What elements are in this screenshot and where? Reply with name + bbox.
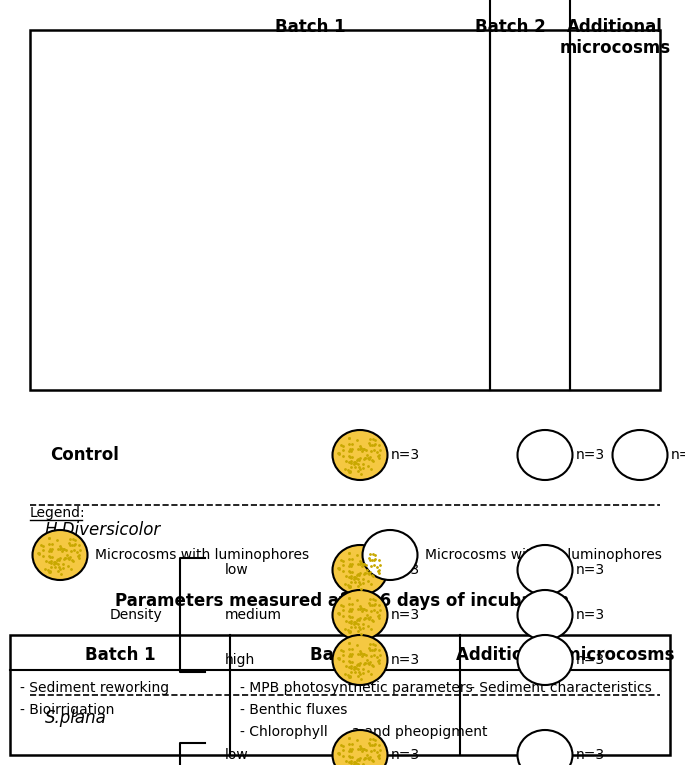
Ellipse shape xyxy=(517,730,573,765)
Text: - Benthic fluxes: - Benthic fluxes xyxy=(240,703,347,717)
Bar xyxy=(10,635,670,755)
Ellipse shape xyxy=(517,590,573,640)
Text: n=3: n=3 xyxy=(575,653,605,667)
Ellipse shape xyxy=(332,730,388,765)
Text: Parameters measured after 6 days of incubation: Parameters measured after 6 days of incu… xyxy=(115,592,569,610)
Text: n=3: n=3 xyxy=(575,448,605,462)
Text: and pheopigment: and pheopigment xyxy=(360,725,488,739)
Text: high: high xyxy=(225,653,256,667)
Text: n=3: n=3 xyxy=(390,563,420,577)
Text: - Chlorophyll: - Chlorophyll xyxy=(240,725,332,739)
Ellipse shape xyxy=(362,530,417,580)
Ellipse shape xyxy=(332,635,388,685)
Text: - Bioirrigation: - Bioirrigation xyxy=(20,703,114,717)
Ellipse shape xyxy=(612,430,667,480)
Text: S.plana: S.plana xyxy=(45,709,107,727)
Text: Additional  microcosms: Additional microcosms xyxy=(456,646,674,664)
Text: n=3: n=3 xyxy=(390,748,420,762)
Ellipse shape xyxy=(332,590,388,640)
Bar xyxy=(30,30,660,390)
Text: n=3: n=3 xyxy=(390,653,420,667)
Text: low: low xyxy=(225,563,249,577)
Ellipse shape xyxy=(517,635,573,685)
Text: Batch 2: Batch 2 xyxy=(310,646,380,664)
Text: n=3: n=3 xyxy=(575,608,605,622)
Text: Microcosms with luminophores: Microcosms with luminophores xyxy=(95,548,309,562)
Ellipse shape xyxy=(517,545,573,595)
Text: Density: Density xyxy=(110,608,163,622)
Text: n=3: n=3 xyxy=(575,748,605,762)
Ellipse shape xyxy=(332,430,388,480)
Text: - MPB photosynthetic parameters: - MPB photosynthetic parameters xyxy=(240,681,473,695)
Ellipse shape xyxy=(332,545,388,595)
Text: low: low xyxy=(225,748,249,762)
Text: n=2: n=2 xyxy=(671,448,685,462)
Text: Additional
microcosms: Additional microcosms xyxy=(560,18,671,57)
Text: H.Diversicolor: H.Diversicolor xyxy=(45,521,161,539)
Text: Control: Control xyxy=(50,446,119,464)
Ellipse shape xyxy=(32,530,88,580)
Text: Batch 1: Batch 1 xyxy=(275,18,345,36)
Text: Batch 2: Batch 2 xyxy=(475,18,545,36)
Ellipse shape xyxy=(517,430,573,480)
Text: n=3: n=3 xyxy=(390,608,420,622)
Text: n=3: n=3 xyxy=(575,563,605,577)
Text: - Sediment reworking: - Sediment reworking xyxy=(20,681,169,695)
Text: a: a xyxy=(350,725,358,739)
Text: Legend:: Legend: xyxy=(30,506,86,520)
Text: medium: medium xyxy=(225,608,282,622)
Text: - Sediment characteristics: - Sediment characteristics xyxy=(470,681,651,695)
Text: Microcosms without luminophores: Microcosms without luminophores xyxy=(425,548,662,562)
Text: n=3: n=3 xyxy=(390,448,420,462)
Text: Batch 1: Batch 1 xyxy=(85,646,155,664)
